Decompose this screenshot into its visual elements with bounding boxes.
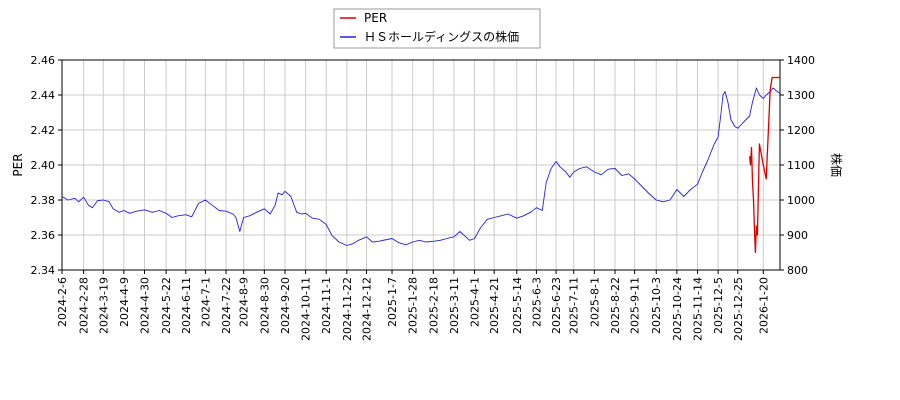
series-layer xyxy=(61,76,781,254)
x-tick-label: 2025-1-28 xyxy=(407,277,420,334)
x-tick-label: 2024-3-19 xyxy=(97,277,110,334)
x-tick-label: 2025-10-3 xyxy=(650,277,663,334)
x-tick-label: 2025-6-3 xyxy=(530,277,543,327)
legend-entry-per: PER xyxy=(364,11,387,25)
right-tick-label: 800 xyxy=(787,264,808,277)
x-tick-label: 2025-12-5 xyxy=(712,277,725,334)
x-tick-label: 2025-1-7 xyxy=(386,277,399,327)
x-tick-label: 2025-9-11 xyxy=(629,277,642,334)
right-tick-label: 1100 xyxy=(787,159,815,172)
x-tick-label: 2024-7-1 xyxy=(199,277,212,327)
x-tick-label: 2024-4-30 xyxy=(139,277,152,334)
x-tick-label: 2025-6-23 xyxy=(550,277,563,334)
right-tick-label: 1300 xyxy=(787,89,815,102)
x-tick-label: 2025-7-11 xyxy=(568,277,581,334)
x-tick-label: 2025-8-22 xyxy=(609,277,622,334)
x-tick-label: 2025-12-25 xyxy=(732,277,745,341)
left-tick-label: 2.44 xyxy=(31,89,56,102)
x-tick-label: 2025-2-18 xyxy=(427,277,440,334)
legend-entry-price: ＨＳホールディングスの株価 xyxy=(364,29,519,44)
left-axis-title: PER xyxy=(11,153,25,176)
x-tick-label: 2024-11-22 xyxy=(341,277,354,341)
legend-box xyxy=(333,8,541,49)
x-tick-label: 2025-8-1 xyxy=(588,277,601,327)
x-tick-label: 2024-12-12 xyxy=(360,277,373,341)
grid-lines xyxy=(61,59,780,271)
series-line-price xyxy=(61,87,781,246)
left-tick-label: 2.38 xyxy=(31,194,56,207)
x-tick-label: 2024-5-22 xyxy=(160,277,173,334)
right-axis-title: 株価 xyxy=(829,153,844,177)
x-tick-label: 2025-10-24 xyxy=(671,277,684,341)
left-axis: 2.34 2.36 2.38 2.40 2.42 2.44 2.46 xyxy=(31,54,62,277)
x-tick-label: 2025-4-21 xyxy=(488,277,501,334)
left-tick-label: 2.40 xyxy=(31,159,56,172)
legend: PER ＨＳホールディングスの株価 xyxy=(333,8,541,49)
right-axis: 800 900 1000 1100 1200 1300 1400 xyxy=(780,54,815,277)
right-tick-label: 1400 xyxy=(787,54,815,67)
x-tick-label: 2024-10-11 xyxy=(300,277,313,341)
x-tick-label: 2026-1-20 xyxy=(757,277,770,334)
right-tick-label: 900 xyxy=(787,229,808,242)
x-tick-label: 2024-7-22 xyxy=(220,277,233,334)
left-tick-label: 2.34 xyxy=(31,264,56,277)
series-line-per xyxy=(748,76,780,254)
x-axis: 2024-2-6 2024-2-28 2024-3-19 2024-4-9 2024-4… xyxy=(56,270,770,341)
x-tick-label: 2025-3-11 xyxy=(448,277,461,334)
left-tick-label: 2.42 xyxy=(31,124,56,137)
x-tick-label: 2024-9-20 xyxy=(279,277,292,334)
x-tick-label: 2024-2-28 xyxy=(78,277,91,334)
x-tick-label: 2024-11-1 xyxy=(320,277,333,334)
x-tick-label: 2024-8-30 xyxy=(258,277,271,334)
x-tick-label: 2024-8-9 xyxy=(238,277,251,327)
x-tick-label: 2025-5-14 xyxy=(511,277,524,334)
left-tick-label: 2.36 xyxy=(31,229,56,242)
x-tick-label: 2025-4-1 xyxy=(469,277,482,327)
x-tick-label: 2024-4-9 xyxy=(118,277,131,327)
x-tick-label: 2025-11-14 xyxy=(691,277,704,341)
right-tick-label: 1000 xyxy=(787,194,815,207)
right-tick-label: 1200 xyxy=(787,124,815,137)
x-tick-label: 2024-2-6 xyxy=(56,277,69,327)
left-tick-label: 2.46 xyxy=(31,54,56,67)
x-tick-label: 2024-6-11 xyxy=(180,277,193,334)
